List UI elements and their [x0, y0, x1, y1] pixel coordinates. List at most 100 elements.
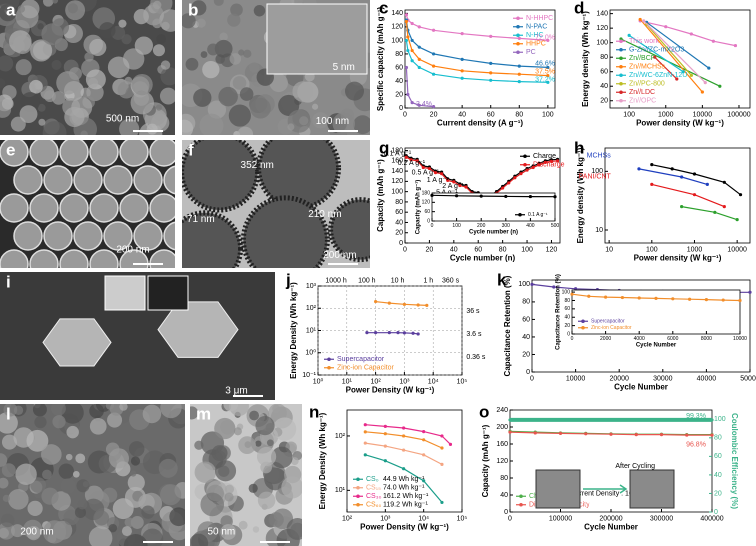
- arrow: [583, 484, 628, 494]
- data-point: [422, 430, 426, 434]
- texture: [107, 56, 130, 79]
- annotation: 1000 h: [325, 278, 347, 285]
- sphere: [13, 221, 43, 251]
- texture: [193, 88, 212, 107]
- data-point: [517, 72, 521, 76]
- texture: [159, 9, 175, 32]
- data-point: [692, 172, 697, 176]
- data-point: [680, 205, 684, 209]
- texture: [105, 404, 115, 410]
- y2-tick-label: 60: [714, 453, 722, 460]
- annotation: 3.4%: [416, 101, 432, 108]
- data-point: [584, 432, 588, 436]
- image-annotation: 352 nm: [241, 160, 274, 171]
- y-tick-label: 40: [522, 334, 530, 341]
- y-tick-label: 40: [500, 492, 508, 499]
- y-tick-label: 80: [600, 54, 608, 61]
- data-point: [558, 418, 563, 422]
- legend-label: CS₃₀: [366, 493, 382, 500]
- image-annotation: 200 nm: [116, 245, 149, 256]
- texture: [278, 94, 300, 116]
- y-tick-label: 100: [562, 289, 571, 295]
- annotation: 3.6 s: [466, 331, 482, 338]
- x-tick-label: 10000: [727, 246, 747, 253]
- data-point: [718, 84, 722, 88]
- legend-label: Zn//MCHSs: [629, 64, 666, 71]
- panel-label: e: [6, 140, 15, 159]
- data-point: [464, 185, 468, 189]
- data-point: [685, 418, 689, 422]
- texture: [0, 513, 15, 528]
- legend-label: N-HHPC: [526, 15, 553, 22]
- data-point: [410, 38, 414, 43]
- texture: [65, 453, 73, 461]
- legend-label: Zinc-ion Capacitor: [591, 325, 632, 331]
- texture: [8, 489, 29, 510]
- texture: [160, 60, 171, 70]
- texture: [248, 483, 258, 493]
- texture: [200, 492, 225, 517]
- texture: [130, 470, 137, 477]
- data-point: [363, 430, 367, 434]
- data-point: [416, 303, 420, 307]
- data-point: [546, 38, 550, 43]
- data-point: [543, 160, 547, 164]
- texture: [26, 429, 49, 452]
- y-axis-label: Capacity (mAh g⁻¹): [481, 424, 490, 497]
- data-point: [688, 297, 692, 301]
- texture: [76, 479, 90, 493]
- x-tick-label: 40: [458, 111, 466, 118]
- y-tick-label: 40: [395, 219, 403, 226]
- texture: [224, 492, 234, 502]
- texture: [77, 499, 88, 510]
- y-tick-label: 180: [391, 147, 403, 154]
- texture: [196, 18, 206, 28]
- data-point: [692, 193, 697, 197]
- texture: [0, 453, 8, 467]
- series-line: [646, 24, 692, 76]
- data-point: [748, 290, 752, 294]
- data-point: [383, 424, 387, 428]
- data-point: [431, 72, 436, 76]
- texture: [89, 38, 107, 57]
- texture: [42, 469, 52, 480]
- texture: [1, 463, 16, 478]
- data-point: [653, 55, 657, 59]
- texture: [12, 35, 32, 55]
- x-tick-label: 400: [526, 223, 535, 229]
- annotation: 99.3%: [686, 413, 706, 420]
- x-tick-label: 0: [530, 375, 534, 382]
- texture: [286, 518, 302, 540]
- texture: [211, 445, 228, 462]
- data-point: [508, 430, 512, 434]
- x-tick-label: 500: [551, 223, 560, 229]
- data-point: [422, 479, 426, 483]
- data-point: [446, 178, 450, 182]
- data-point: [383, 459, 387, 463]
- legend-marker: [581, 319, 585, 324]
- data-point: [664, 25, 668, 29]
- texture: [353, 115, 370, 135]
- texture: [0, 78, 6, 89]
- data-point: [680, 175, 684, 179]
- inset-image: [629, 469, 675, 509]
- texture: [238, 49, 245, 56]
- data-point: [642, 19, 646, 23]
- y-tick-label: 40: [564, 315, 570, 321]
- inset-image: [104, 275, 146, 311]
- image-annotation: 210 nm: [308, 209, 341, 220]
- texture: [191, 0, 207, 16]
- image-annotation: 71 nm: [187, 214, 215, 225]
- texture: [269, 73, 288, 93]
- micrograph: [0, 0, 175, 135]
- y-tick-label: 60: [424, 209, 430, 215]
- texture: [255, 440, 262, 447]
- legend-label: Zn//OPC: [629, 98, 656, 105]
- y2-tick-label: 80: [714, 435, 722, 442]
- sphere: [103, 165, 133, 195]
- data-point: [504, 194, 508, 199]
- data-point: [703, 80, 707, 85]
- data-point: [638, 17, 642, 22]
- data-point: [440, 446, 444, 450]
- y-tick-label: 120: [596, 25, 608, 32]
